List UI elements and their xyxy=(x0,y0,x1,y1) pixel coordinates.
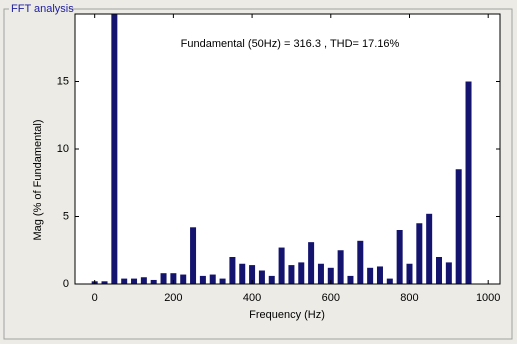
bar xyxy=(288,265,295,284)
bar xyxy=(249,265,256,284)
bar xyxy=(199,275,206,284)
bar xyxy=(170,273,177,284)
bar xyxy=(347,275,354,284)
bar xyxy=(455,169,462,284)
bar xyxy=(465,81,472,284)
x-tick-label: 800 xyxy=(400,292,418,304)
bar xyxy=(180,274,187,284)
y-tick-label: 10 xyxy=(57,143,69,155)
bar xyxy=(140,277,147,284)
y-axis-label: Mag (% of Fundamental) xyxy=(32,119,44,240)
bar xyxy=(357,240,364,284)
bar xyxy=(367,267,374,284)
y-tick-label: 15 xyxy=(57,75,69,87)
x-tick-label: 200 xyxy=(164,292,182,304)
bar xyxy=(376,266,383,284)
bar xyxy=(278,247,285,284)
chart-title: Fundamental (50Hz) = 316.3 , THD= 17.16% xyxy=(181,38,400,50)
bar xyxy=(337,250,344,284)
bar xyxy=(190,227,197,284)
y-tick-label: 0 xyxy=(63,278,69,290)
bar xyxy=(150,279,157,284)
bar xyxy=(406,263,413,284)
x-tick-label: 0 xyxy=(92,292,98,304)
bar xyxy=(416,223,423,284)
bar xyxy=(239,263,246,284)
x-tick-label: 400 xyxy=(243,292,261,304)
bar xyxy=(327,267,334,284)
bar xyxy=(396,230,403,284)
bar xyxy=(121,278,128,284)
bar xyxy=(386,278,393,284)
bar xyxy=(426,213,433,284)
panel-title: FFT analysis xyxy=(11,3,74,15)
y-tick-label: 5 xyxy=(63,210,69,222)
x-tick-label: 1000 xyxy=(476,292,500,304)
bar xyxy=(209,274,216,284)
bar xyxy=(268,275,275,284)
bar xyxy=(317,263,324,284)
panel-title-bg xyxy=(9,2,69,16)
bar xyxy=(131,278,138,284)
bar xyxy=(160,273,167,284)
bar xyxy=(258,270,265,284)
bar xyxy=(111,14,118,284)
plot-area xyxy=(91,14,472,284)
bar xyxy=(308,242,315,284)
bar xyxy=(101,281,108,284)
x-axis-label: Frequency (Hz) xyxy=(249,309,325,321)
bar xyxy=(445,262,452,284)
bar xyxy=(219,278,226,284)
x-tick-label: 600 xyxy=(322,292,340,304)
bar xyxy=(229,257,236,284)
axes-bg xyxy=(75,14,500,284)
bar xyxy=(436,257,443,284)
bar xyxy=(298,262,305,284)
